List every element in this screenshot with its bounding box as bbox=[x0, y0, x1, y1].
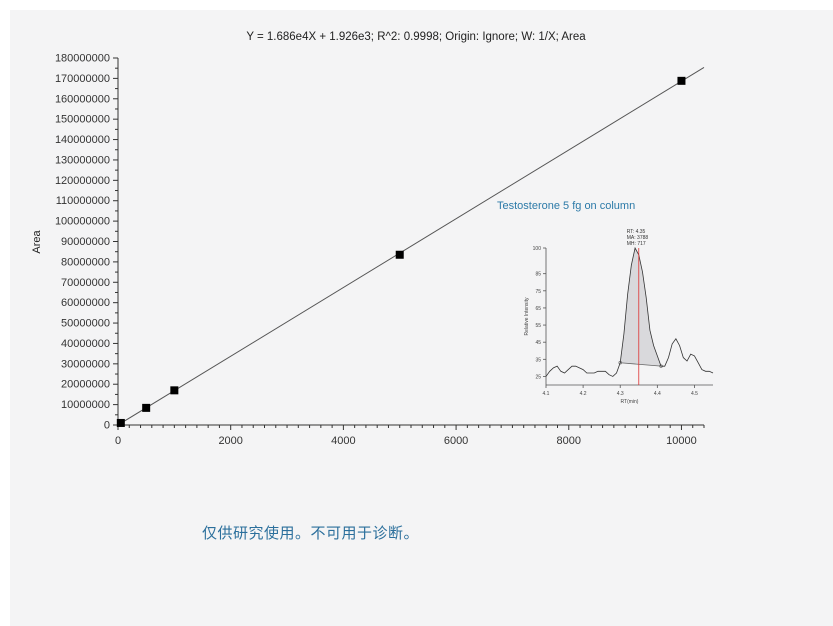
y-tick-label: 60000000 bbox=[61, 297, 110, 309]
inset-y-tick-label: 100 bbox=[533, 246, 542, 252]
y-axis-label: Area bbox=[31, 230, 43, 254]
y-tick-label: 20000000 bbox=[61, 379, 110, 391]
data-point bbox=[395, 250, 404, 259]
data-point bbox=[170, 386, 179, 395]
inset-trace bbox=[545, 246, 714, 377]
inset-y-tick-label: 45 bbox=[535, 340, 541, 346]
inset-y-tick-label: 85 bbox=[535, 272, 541, 278]
fit-line bbox=[117, 67, 705, 426]
inset-y-tick-label: 35 bbox=[535, 357, 541, 363]
y-tick-label: 100000000 bbox=[55, 216, 110, 228]
inset-x-tick-label: 4.2 bbox=[580, 391, 587, 397]
inset-x-tick-label: 4.3 bbox=[617, 391, 624, 397]
chart-axes: 0 10000000 20000000 30000000 40000000 5000000… bbox=[55, 53, 705, 447]
inset-y-tick-label: 75 bbox=[535, 289, 541, 295]
inset-x-tick-label: 4.1 bbox=[543, 391, 550, 397]
inset-y-tick-label: 55 bbox=[535, 323, 541, 329]
inset-y-tick-label: 65 bbox=[535, 306, 541, 312]
disclaimer-text: 仅供研究使用。不可用于诊断。 bbox=[202, 524, 420, 542]
inset-y-axis-label: Relative Intensity bbox=[524, 297, 530, 336]
y-tick-label: 40000000 bbox=[61, 338, 110, 350]
y-tick-label: 110000000 bbox=[56, 195, 110, 207]
data-points bbox=[116, 76, 686, 427]
y-tick-label: 90000000 bbox=[61, 236, 110, 248]
inset-chromatogram: 25 35 45 55 65 75 85 100 4.1 4.2 4.3 4.4 4.5 RT(min) R… bbox=[524, 229, 714, 405]
x-tick-label: 4000 bbox=[331, 435, 355, 447]
inset-annotation-line: RT: 4.35 bbox=[627, 229, 646, 235]
y-tick-label: 80000000 bbox=[61, 256, 110, 268]
inset-y-tick-label: 25 bbox=[535, 374, 541, 380]
x-tick-label: 8000 bbox=[557, 435, 581, 447]
data-point bbox=[677, 76, 686, 85]
x-tick-label: 6000 bbox=[444, 435, 468, 447]
y-tick-label: 10000000 bbox=[61, 399, 110, 411]
y-tick-label: 30000000 bbox=[61, 358, 110, 370]
inset-annotation-line: MA: 3788 bbox=[627, 235, 649, 241]
chart-title: Y = 1.686e4X + 1.926e3; R^2: 0.9998; Ori… bbox=[246, 31, 586, 43]
y-tick-label: 140000000 bbox=[55, 134, 110, 146]
x-tick-label: 0 bbox=[115, 435, 121, 447]
y-tick-label: 120000000 bbox=[55, 175, 110, 187]
y-tick-label: 150000000 bbox=[55, 114, 110, 126]
y-tick-label: 130000000 bbox=[55, 154, 110, 166]
x-tick-label: 10000 bbox=[666, 435, 697, 447]
x-tick-label: 2000 bbox=[218, 435, 242, 447]
inset-peak-area bbox=[620, 248, 662, 367]
inset-annotation-line: MH: 717 bbox=[627, 241, 646, 247]
inset-x-tick-label: 4.5 bbox=[691, 391, 698, 397]
inset-x-axis-label: RT(min) bbox=[621, 399, 639, 405]
data-point bbox=[116, 418, 125, 427]
chart-panel bbox=[10, 10, 833, 626]
y-tick-label: 180000000 bbox=[55, 53, 110, 65]
inset-x-tick-label: 4.4 bbox=[654, 391, 661, 397]
inset-title: Testosterone 5 fg on column bbox=[497, 200, 636, 212]
y-tick-label: 160000000 bbox=[55, 93, 110, 105]
y-tick-label: 170000000 bbox=[55, 73, 110, 85]
inset-peak-baseline bbox=[620, 362, 662, 367]
y-tick-label: 70000000 bbox=[61, 277, 110, 289]
data-point bbox=[142, 403, 151, 412]
y-tick-label: 50000000 bbox=[61, 318, 110, 330]
fit-line-group bbox=[117, 67, 705, 426]
y-tick-label: 0 bbox=[104, 420, 110, 432]
